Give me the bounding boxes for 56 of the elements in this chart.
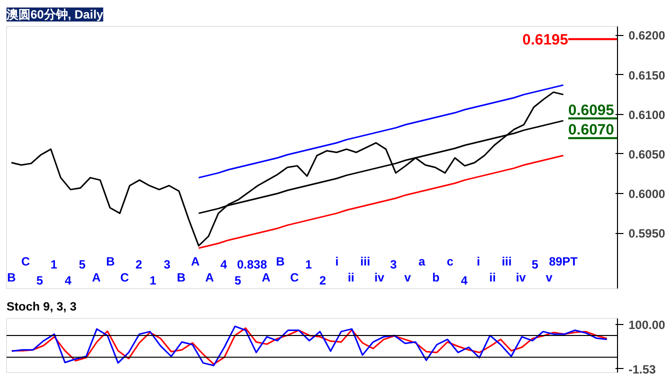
- annotation: C: [21, 254, 30, 268]
- y-tick-label: 0.6100: [628, 108, 666, 122]
- annotation: i: [476, 254, 480, 268]
- annotation: 1: [50, 258, 58, 272]
- annotation: a: [418, 254, 426, 268]
- annotation: A: [191, 254, 200, 268]
- y-tick-label: 0.6200: [628, 28, 666, 43]
- annotation: C: [120, 270, 130, 284]
- line-series: [198, 84, 564, 178]
- ref-line-label: 0.6195: [522, 32, 568, 49]
- annotation: i: [335, 254, 339, 268]
- annotation: 5: [532, 258, 539, 272]
- y-tick-label: 0.6150: [628, 68, 666, 82]
- y-tick-label: 0.6050: [628, 147, 666, 162]
- annotation: 3: [390, 258, 398, 272]
- chart-title: 澳圆60分钟, Daily: [6, 8, 104, 22]
- annotation: v: [404, 270, 412, 284]
- y-tick-label: -1.53: [628, 362, 656, 376]
- annotation: B: [106, 254, 116, 268]
- annotation: B: [7, 270, 16, 284]
- annotation: iv: [374, 270, 385, 284]
- ref-line-label: 0.6095: [568, 102, 614, 119]
- y-tick-label: 0.5950: [628, 226, 666, 241]
- y-tick-label: 100.00: [628, 318, 666, 332]
- annotation: iii: [360, 254, 370, 268]
- annotation: B: [176, 270, 186, 284]
- annotation: 3: [164, 258, 171, 272]
- ref-line-label: 0.6070: [568, 122, 614, 139]
- annotation: 5: [234, 274, 242, 288]
- line-series: [198, 154, 564, 249]
- annotation: A: [262, 270, 271, 284]
- annotation: 1: [305, 258, 312, 272]
- annotation: iii: [502, 254, 512, 268]
- annotation: 0.838: [236, 258, 268, 272]
- annotation: 2: [135, 258, 142, 272]
- annotation: 89PT: [548, 254, 578, 268]
- annotation: v: [546, 270, 553, 284]
- annotation: ii: [489, 270, 496, 284]
- annotation: ii: [348, 270, 354, 284]
- line-series: [10, 91, 564, 247]
- chart-title: Stoch 9, 3, 3: [6, 300, 77, 314]
- annotation: 1: [150, 274, 157, 288]
- annotation: iv: [516, 270, 526, 284]
- annotation: A: [92, 270, 101, 284]
- annotation: 4: [460, 274, 468, 288]
- annotation: B: [276, 254, 285, 268]
- annotation: 2: [319, 274, 326, 288]
- annotation: 4: [220, 258, 228, 272]
- y-tick-label: 0.6000: [628, 187, 666, 202]
- annotation: c: [446, 254, 454, 268]
- annotation: 4: [64, 274, 72, 288]
- annotation: b: [432, 270, 440, 284]
- annotation: 5: [78, 258, 86, 272]
- annotation: A: [205, 270, 214, 284]
- annotation: 5: [36, 274, 44, 288]
- annotation: C: [290, 270, 300, 284]
